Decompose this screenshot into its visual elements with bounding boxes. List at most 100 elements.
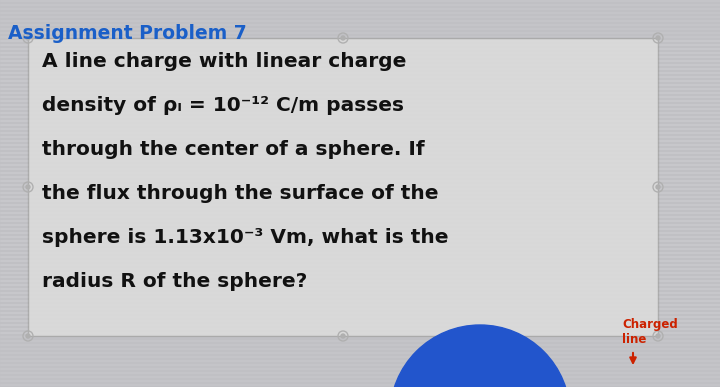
Bar [0, 284, 720, 285]
Bar [0, 56, 720, 57]
Bar [0, 66, 720, 67]
Bar [0, 90, 720, 91]
Bar [0, 160, 720, 161]
Bar [0, 354, 720, 355]
Bar [0, 14, 720, 15]
Bar [0, 74, 720, 75]
Bar [0, 280, 720, 281]
Bar [0, 148, 720, 149]
Bar [0, 96, 720, 97]
Bar [0, 260, 720, 261]
Bar [0, 196, 720, 197]
Bar [0, 52, 720, 53]
Bar [0, 146, 720, 147]
Bar [0, 172, 720, 173]
Bar [0, 242, 720, 243]
Bar [0, 324, 720, 325]
Bar [0, 200, 720, 201]
Bar [0, 346, 720, 347]
Bar [0, 312, 720, 313]
Bar [0, 162, 720, 163]
Bar [0, 360, 720, 361]
Bar [0, 264, 720, 265]
Bar [0, 170, 720, 171]
Text: through the center of a sphere. If: through the center of a sphere. If [42, 140, 425, 159]
Bar [0, 36, 720, 37]
Bar [0, 220, 720, 221]
Bar [0, 98, 720, 99]
Bar [0, 150, 720, 151]
Bar [0, 228, 720, 229]
Bar [0, 284, 720, 285]
Bar [0, 258, 720, 259]
Bar [0, 118, 720, 119]
Bar [0, 134, 720, 135]
Bar [0, 136, 720, 137]
Bar [0, 130, 720, 131]
Bar [0, 196, 720, 197]
Bar [0, 272, 720, 273]
Bar [0, 262, 720, 263]
Bar [0, 210, 720, 211]
Bar [0, 322, 720, 323]
Bar [0, 194, 720, 195]
Bar [0, 328, 720, 329]
Bar [0, 46, 720, 47]
Bar [0, 128, 720, 129]
Bar [0, 44, 720, 45]
Bar [0, 216, 720, 217]
Bar [0, 78, 720, 79]
Circle shape [656, 185, 660, 189]
Bar [0, 312, 720, 313]
Bar [0, 294, 720, 295]
Bar [0, 86, 720, 87]
Bar [0, 154, 720, 155]
Bar [0, 212, 720, 213]
Bar [0, 188, 720, 189]
Bar [0, 324, 720, 325]
Bar [0, 268, 720, 269]
Bar [0, 258, 720, 259]
Bar [0, 184, 720, 185]
Bar [0, 32, 720, 33]
Bar [0, 330, 720, 331]
Bar [0, 218, 720, 219]
Bar [0, 178, 720, 179]
Bar [0, 290, 720, 291]
Bar [0, 88, 720, 89]
Bar [28, 38, 658, 336]
Bar [0, 176, 720, 177]
Bar [0, 98, 720, 99]
Bar [0, 114, 720, 115]
Bar [0, 240, 720, 241]
Bar [0, 234, 720, 235]
Bar [0, 290, 720, 291]
Bar [0, 46, 720, 47]
Bar [0, 362, 720, 363]
Bar [0, 334, 720, 335]
Bar [0, 370, 720, 371]
Bar [0, 272, 720, 273]
Bar [0, 70, 720, 71]
Bar [0, 202, 720, 203]
Bar [0, 268, 720, 269]
Bar [0, 380, 720, 381]
Bar [0, 60, 720, 61]
Bar [0, 328, 720, 329]
Text: A line charge with linear charge: A line charge with linear charge [42, 52, 406, 71]
Bar [0, 314, 720, 315]
Bar [0, 28, 720, 29]
Bar [0, 60, 720, 61]
Bar [0, 84, 720, 85]
Bar [0, 22, 720, 23]
Bar [0, 214, 720, 215]
Bar [0, 288, 720, 289]
Circle shape [656, 334, 660, 338]
Bar [0, 96, 720, 97]
Bar [0, 374, 720, 375]
Bar [0, 126, 720, 127]
Bar [0, 146, 720, 147]
Bar [0, 310, 720, 311]
Bar [0, 220, 720, 221]
Bar [0, 94, 720, 95]
